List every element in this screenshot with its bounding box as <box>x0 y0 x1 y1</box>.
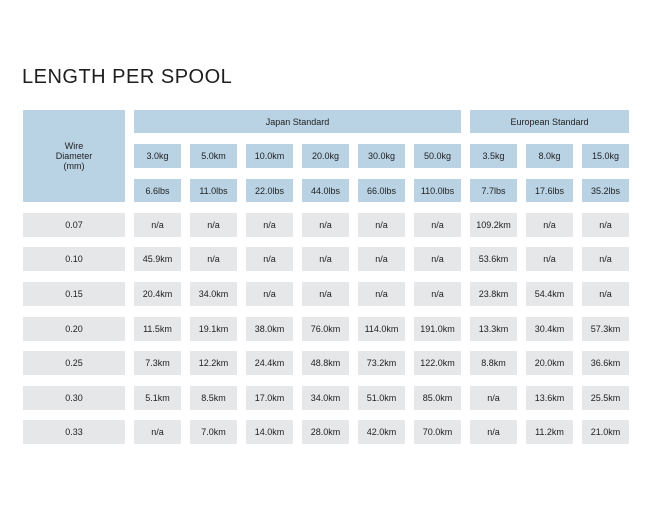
pounds-header: 44.0lbs <box>302 179 349 202</box>
length-cell: 20.4km <box>134 282 181 306</box>
diameter-cell: 0.33 <box>23 420 125 444</box>
length-cell: 70.0km <box>414 420 461 444</box>
length-cell: n/a <box>358 247 405 271</box>
length-cell: n/a <box>582 213 629 237</box>
length-cell: n/a <box>246 213 293 237</box>
length-cell: 76.0km <box>302 317 349 341</box>
length-cell: 85.0km <box>414 386 461 410</box>
length-cell: 13.6km <box>526 386 573 410</box>
length-cell: n/a <box>246 282 293 306</box>
weight-header: 30.0kg <box>358 144 405 168</box>
length-cell: 53.6km <box>470 247 517 271</box>
weight-header: 8.0kg <box>526 144 573 168</box>
length-cell: n/a <box>190 247 237 271</box>
length-cell: 7.0km <box>190 420 237 444</box>
group-header: Japan Standard <box>134 110 461 133</box>
length-cell: 23.8km <box>470 282 517 306</box>
diameter-cell: 0.07 <box>23 213 125 237</box>
length-cell: 36.6km <box>582 351 629 375</box>
length-cell: 8.5km <box>190 386 237 410</box>
length-cell: 34.0km <box>190 282 237 306</box>
length-cell: 48.8km <box>302 351 349 375</box>
length-cell: n/a <box>302 247 349 271</box>
length-cell: n/a <box>526 247 573 271</box>
length-cell: 14.0km <box>246 420 293 444</box>
pounds-header: 17.6lbs <box>526 179 573 202</box>
length-cell: 54.4km <box>526 282 573 306</box>
length-cell: n/a <box>358 213 405 237</box>
length-cell: 17.0km <box>246 386 293 410</box>
length-cell: n/a <box>190 213 237 237</box>
length-cell: 57.3km <box>582 317 629 341</box>
length-cell: 21.0km <box>582 420 629 444</box>
weight-header: 3.0kg <box>134 144 181 168</box>
length-cell: n/a <box>134 213 181 237</box>
weight-header: 20.0kg <box>302 144 349 168</box>
length-cell: n/a <box>526 213 573 237</box>
length-cell: 109.2km <box>470 213 517 237</box>
diameter-cell: 0.10 <box>23 247 125 271</box>
row-header-wire-diameter: Wire Diameter (mm) <box>23 110 125 202</box>
diameter-cell: 0.15 <box>23 282 125 306</box>
length-cell: 42.0km <box>358 420 405 444</box>
page-title: LENGTH PER SPOOL <box>22 66 233 88</box>
length-cell: 24.4km <box>246 351 293 375</box>
pounds-header: 6.6lbs <box>134 179 181 202</box>
weight-header: 10.0km <box>246 144 293 168</box>
length-cell: 28.0km <box>302 420 349 444</box>
length-cell: n/a <box>302 213 349 237</box>
length-cell: 191.0km <box>414 317 461 341</box>
length-cell: 5.1km <box>134 386 181 410</box>
pounds-header: 110.0lbs <box>414 179 461 202</box>
weight-header: 50.0kg <box>414 144 461 168</box>
weight-header: 15.0kg <box>582 144 629 168</box>
length-cell: n/a <box>246 247 293 271</box>
weight-header: 3.5kg <box>470 144 517 168</box>
pounds-header: 7.7lbs <box>470 179 517 202</box>
diameter-cell: 0.30 <box>23 386 125 410</box>
length-cell: 51.0km <box>358 386 405 410</box>
length-cell: 38.0km <box>246 317 293 341</box>
length-cell: 13.3km <box>470 317 517 341</box>
pounds-header: 66.0lbs <box>358 179 405 202</box>
length-cell: n/a <box>358 282 405 306</box>
length-cell: 30.4km <box>526 317 573 341</box>
length-cell: 73.2km <box>358 351 405 375</box>
length-cell: 12.2km <box>190 351 237 375</box>
pounds-header: 22.0lbs <box>246 179 293 202</box>
pounds-header: 35.2lbs <box>582 179 629 202</box>
length-cell: 11.2km <box>526 420 573 444</box>
pounds-header: 11.0lbs <box>190 179 237 202</box>
length-cell: 20.0km <box>526 351 573 375</box>
diameter-cell: 0.20 <box>23 317 125 341</box>
length-cell: n/a <box>134 420 181 444</box>
length-cell: n/a <box>414 282 461 306</box>
length-cell: 122.0km <box>414 351 461 375</box>
length-cell: n/a <box>302 282 349 306</box>
length-cell: n/a <box>414 213 461 237</box>
length-cell: 25.5km <box>582 386 629 410</box>
length-cell: n/a <box>414 247 461 271</box>
length-cell: n/a <box>582 247 629 271</box>
weight-header: 5.0km <box>190 144 237 168</box>
length-cell: 45.9km <box>134 247 181 271</box>
length-cell: n/a <box>582 282 629 306</box>
length-cell: 11.5km <box>134 317 181 341</box>
length-cell: 19.1km <box>190 317 237 341</box>
length-cell: 34.0km <box>302 386 349 410</box>
group-header: European Standard <box>470 110 629 133</box>
length-cell: n/a <box>470 420 517 444</box>
diameter-cell: 0.25 <box>23 351 125 375</box>
length-cell: n/a <box>470 386 517 410</box>
length-cell: 114.0km <box>358 317 405 341</box>
length-cell: 7.3km <box>134 351 181 375</box>
length-cell: 8.8km <box>470 351 517 375</box>
